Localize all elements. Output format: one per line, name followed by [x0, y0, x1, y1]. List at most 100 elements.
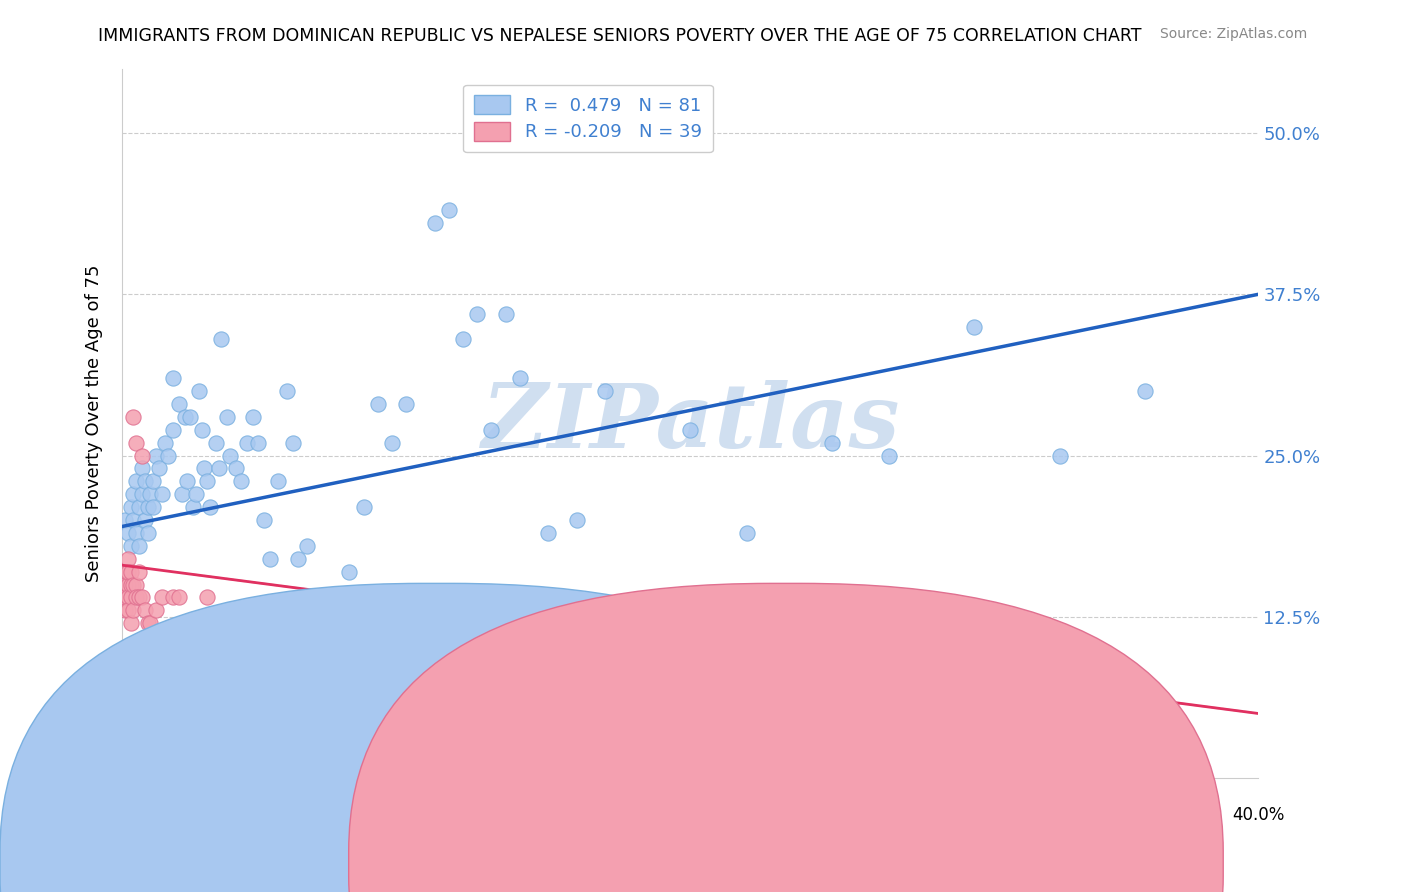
- Point: [173, 409, 195, 424]
- Point: [125, 525, 148, 540]
- Point: [537, 525, 560, 540]
- Text: Source: ZipAtlas.com: Source: ZipAtlas.com: [1160, 27, 1308, 41]
- Point: [395, 397, 418, 411]
- Point: [337, 706, 360, 721]
- Point: [208, 461, 231, 475]
- Point: [593, 384, 616, 398]
- Point: [479, 423, 502, 437]
- Point: [323, 603, 346, 617]
- Point: [120, 577, 142, 591]
- Text: Immigrants from Dominican Republic: Immigrants from Dominican Republic: [381, 855, 716, 872]
- Point: [259, 551, 281, 566]
- Point: [337, 565, 360, 579]
- Point: [735, 525, 758, 540]
- Text: IMMIGRANTS FROM DOMINICAN REPUBLIC VS NEPALESE SENIORS POVERTY OVER THE AGE OF 7: IMMIGRANTS FROM DOMINICAN REPUBLIC VS NE…: [98, 27, 1142, 45]
- Point: [963, 319, 986, 334]
- Point: [181, 616, 204, 631]
- Legend: R =  0.479   N = 81, R = -0.209   N = 39: R = 0.479 N = 81, R = -0.209 N = 39: [464, 85, 713, 153]
- Point: [117, 577, 139, 591]
- Point: [247, 435, 270, 450]
- Point: [125, 475, 148, 489]
- Point: [117, 565, 139, 579]
- Point: [128, 500, 150, 515]
- Point: [136, 500, 159, 515]
- Point: [114, 591, 136, 605]
- Point: [148, 461, 170, 475]
- Point: [193, 461, 215, 475]
- Point: [117, 591, 139, 605]
- Point: [134, 513, 156, 527]
- Point: [117, 525, 139, 540]
- Point: [114, 513, 136, 527]
- Point: [134, 475, 156, 489]
- Point: [136, 525, 159, 540]
- Point: [195, 475, 218, 489]
- Point: [125, 577, 148, 591]
- Point: [173, 616, 195, 631]
- Point: [131, 487, 153, 501]
- Point: [114, 565, 136, 579]
- Point: [162, 371, 184, 385]
- Point: [114, 577, 136, 591]
- Point: [1133, 384, 1156, 398]
- Point: [176, 475, 198, 489]
- Point: [367, 397, 389, 411]
- Point: [120, 565, 142, 579]
- Point: [381, 435, 404, 450]
- Point: [122, 409, 145, 424]
- Point: [162, 591, 184, 605]
- Point: [142, 475, 165, 489]
- Point: [231, 475, 253, 489]
- Point: [128, 539, 150, 553]
- Text: 0.0%: 0.0%: [101, 806, 143, 824]
- Point: [114, 603, 136, 617]
- Point: [309, 655, 332, 669]
- Point: [122, 577, 145, 591]
- Point: [131, 461, 153, 475]
- Point: [877, 449, 900, 463]
- Point: [122, 513, 145, 527]
- Point: [565, 513, 588, 527]
- Text: Nepalese: Nepalese: [823, 855, 907, 872]
- Point: [236, 435, 259, 450]
- Point: [287, 551, 309, 566]
- Point: [170, 487, 193, 501]
- Point: [145, 603, 167, 617]
- Point: [253, 603, 276, 617]
- Point: [179, 409, 201, 424]
- Point: [184, 487, 207, 501]
- Point: [125, 591, 148, 605]
- Point: [128, 565, 150, 579]
- Point: [125, 435, 148, 450]
- Point: [281, 435, 304, 450]
- Point: [253, 513, 276, 527]
- Point: [117, 603, 139, 617]
- Y-axis label: Seniors Poverty Over the Age of 75: Seniors Poverty Over the Age of 75: [86, 265, 103, 582]
- Point: [128, 591, 150, 605]
- Point: [451, 333, 474, 347]
- Point: [219, 449, 242, 463]
- Point: [217, 409, 239, 424]
- Point: [117, 551, 139, 566]
- Point: [1049, 449, 1071, 463]
- Point: [150, 591, 173, 605]
- Point: [465, 307, 488, 321]
- Point: [134, 603, 156, 617]
- Point: [187, 384, 209, 398]
- Text: ZIPatlas: ZIPatlas: [482, 380, 898, 467]
- Point: [190, 423, 212, 437]
- Point: [167, 397, 190, 411]
- Point: [120, 591, 142, 605]
- Point: [122, 487, 145, 501]
- Point: [120, 616, 142, 631]
- Point: [679, 423, 702, 437]
- Point: [509, 371, 531, 385]
- Point: [437, 203, 460, 218]
- Point: [276, 384, 298, 398]
- Point: [281, 681, 304, 695]
- Point: [198, 500, 221, 515]
- Point: [139, 487, 162, 501]
- Point: [122, 603, 145, 617]
- Point: [242, 409, 264, 424]
- Point: [195, 591, 218, 605]
